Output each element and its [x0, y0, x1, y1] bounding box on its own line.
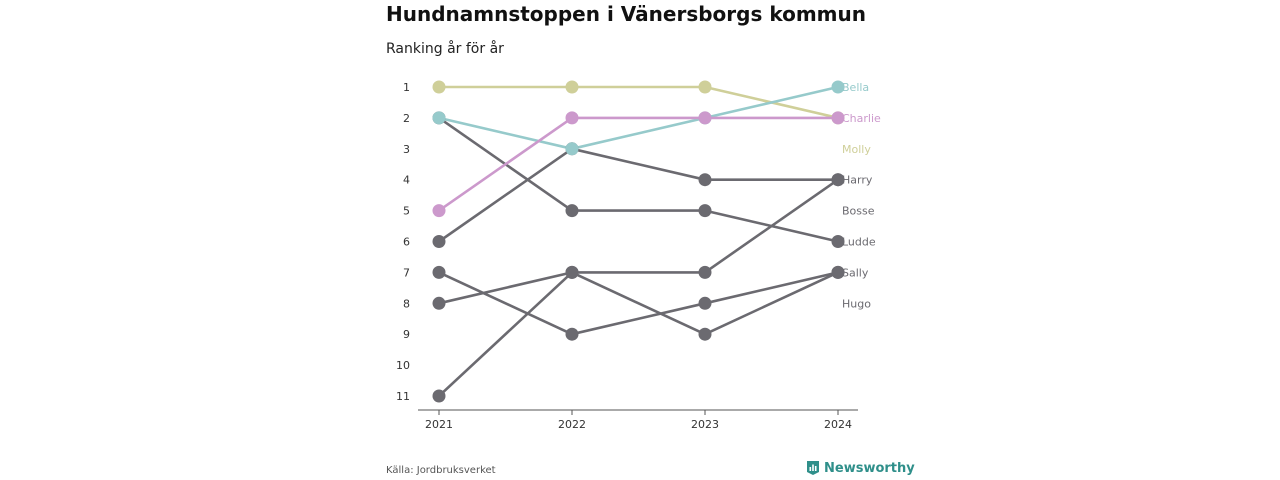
series-line-ludde: [437, 178, 840, 305]
series-line-charlie: [437, 116, 840, 212]
data-point-hugo: [698, 327, 712, 341]
data-point-molly: [432, 80, 446, 94]
series-line-hugo: [437, 271, 840, 398]
y-tick-label: 6: [403, 236, 410, 249]
data-point-bosse: [831, 235, 845, 248]
data-point-hugo: [831, 265, 845, 279]
x-tick-label: 2021: [425, 418, 453, 431]
data-point-ludde: [831, 173, 845, 187]
y-tick-label: 4: [403, 174, 410, 187]
end-label-bosse: Bosse: [842, 205, 875, 218]
data-point-bella: [565, 142, 579, 156]
y-tick-label: 5: [403, 205, 410, 218]
data-point-ludde: [432, 296, 446, 310]
y-tick-label: 8: [403, 297, 410, 310]
data-point-ludde: [698, 265, 712, 279]
end-label-harry: Harry: [842, 174, 873, 187]
newsworthy-logo-icon: [807, 461, 819, 475]
end-label-hugo: Hugo: [842, 297, 871, 310]
brand-logo: Newsworthy: [806, 460, 915, 476]
y-tick-label: 2: [403, 112, 410, 125]
data-point-molly: [698, 80, 712, 94]
data-point-hugo: [565, 265, 579, 279]
y-tick-label: 11: [396, 390, 410, 403]
series-line-molly: [437, 85, 840, 120]
data-point-bosse: [698, 204, 712, 218]
data-point-sally: [432, 265, 446, 279]
x-tick-label: 2022: [558, 418, 586, 431]
y-tick-label: 10: [396, 359, 410, 372]
data-point-bella: [432, 111, 446, 125]
data-point-charlie: [831, 111, 845, 125]
series-line-sally: [437, 271, 840, 336]
x-tick-label: 2024: [824, 418, 852, 431]
data-point-harry: [432, 235, 446, 248]
x-tick-label: 2023: [691, 418, 719, 431]
y-tick-label: 1: [403, 81, 410, 94]
data-point-charlie: [565, 111, 579, 125]
data-point-bosse: [565, 204, 579, 218]
chart-subtitle: Ranking år för år: [386, 41, 504, 57]
y-tick-label: 9: [403, 328, 410, 341]
end-label-sally: Sally: [842, 266, 869, 279]
end-label-charlie: Charlie: [842, 112, 881, 125]
data-point-bella: [831, 80, 845, 94]
data-point-sally: [698, 296, 712, 310]
data-point-hugo: [432, 389, 446, 403]
end-label-molly: Molly: [842, 143, 871, 156]
source-note: Källa: Jordbruksverket: [386, 465, 496, 476]
end-label-ludde: Ludde: [842, 236, 876, 249]
series-line-harry: [437, 147, 840, 243]
data-point-charlie: [432, 204, 446, 218]
data-point-charlie: [698, 111, 712, 125]
chart-title: Hundnamnstoppen i Vänersborgs kommun: [386, 2, 866, 26]
y-tick-label: 7: [403, 266, 410, 279]
end-label-bella: Bella: [842, 81, 869, 94]
y-tick-label: 3: [403, 143, 410, 156]
data-point-harry: [698, 173, 712, 187]
data-point-molly: [565, 80, 579, 94]
data-point-sally: [565, 327, 579, 341]
rank-chart: 1 2 3 4 5 6 7 8 9 10 11 2021 2022 2023 2024 Bella Charli…: [396, 80, 881, 431]
brand-name: Newsworthy: [824, 460, 915, 476]
series-line-bella: [437, 85, 840, 151]
